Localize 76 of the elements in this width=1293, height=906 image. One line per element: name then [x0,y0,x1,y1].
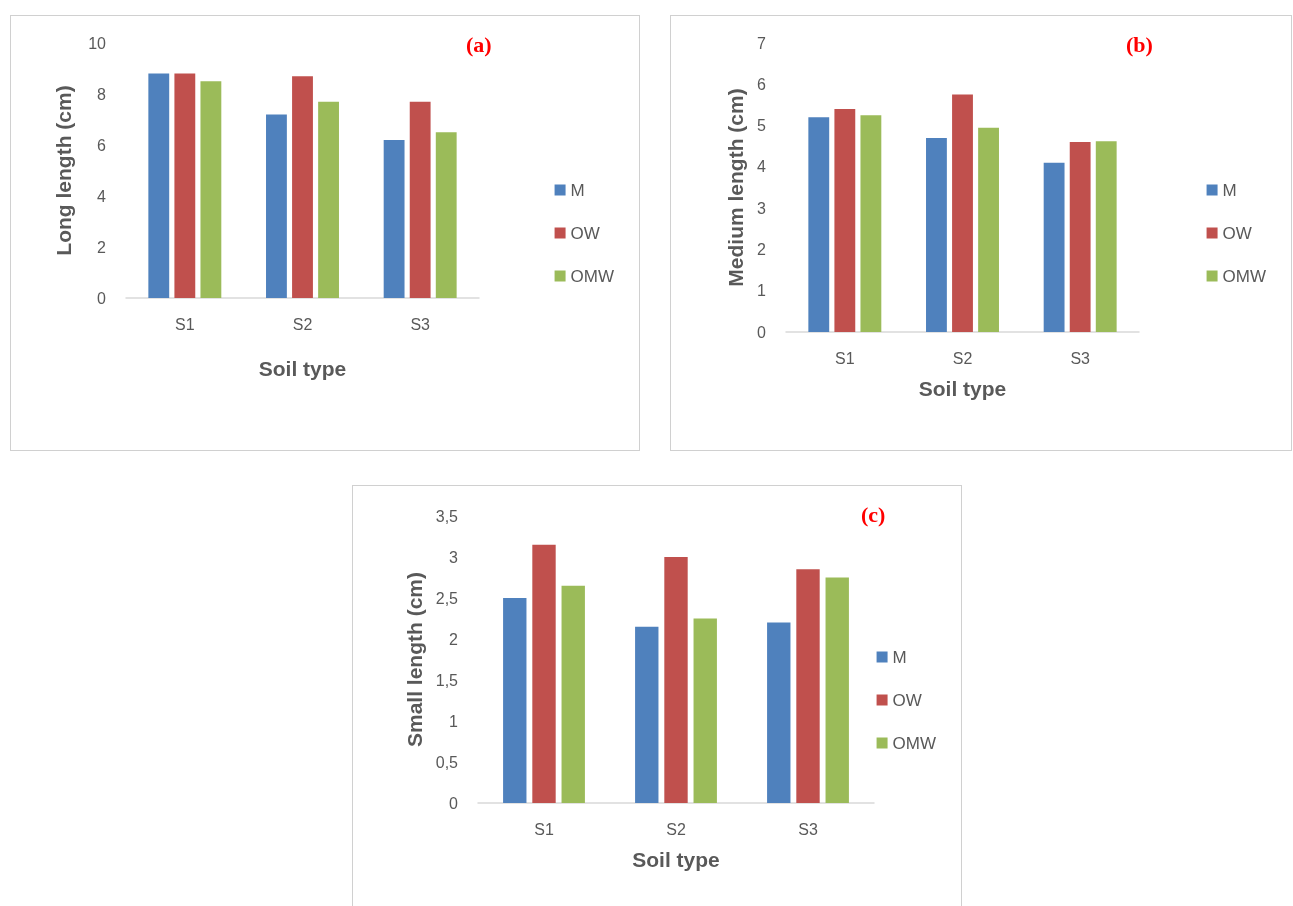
x-axis-title: Soil type [632,848,720,871]
chart-title: (a) [466,31,492,57]
bar [318,101,339,298]
x-tick-label: S1 [835,349,855,367]
legend-label: M [570,180,585,200]
x-tick-label: S2 [666,820,686,838]
y-tick-label: 0,5 [435,753,459,771]
x-tick-label: S3 [1070,349,1091,367]
y-tick-label: 3,5 [435,507,459,525]
y-tick-label: 0 [97,289,107,307]
x-tick-label: S1 [175,315,195,333]
bar [148,73,170,298]
x-tick-label: S2 [952,349,973,367]
y-tick-label: 3 [757,199,767,217]
bar [409,101,431,298]
y-tick-label: 2 [449,630,459,648]
bar [292,76,313,298]
legend-label: OMW [892,733,937,753]
bar [693,618,717,803]
bar [926,137,947,332]
y-tick-label: 4 [97,187,107,205]
bar [532,544,556,803]
y-axis-title: Small length (cm) [402,571,426,748]
chart-title: (c) [861,501,886,527]
bar [664,557,688,803]
y-tick-label: 0 [449,794,459,812]
x-axis-title: Soil type [258,357,347,380]
y-tick-label: 10 [88,34,107,52]
bar [1069,142,1091,332]
y-tick-label: 1 [449,712,459,730]
y-tick-label: 6 [757,75,767,93]
x-tick-label: S3 [410,315,431,333]
y-tick-label: 2 [757,240,767,258]
bar [266,114,287,298]
legend-label: OW [892,690,922,710]
bar [834,109,856,332]
y-tick-label: 5 [757,117,767,135]
bar [174,73,196,298]
bar [200,81,222,298]
bar [1095,141,1117,332]
y-tick-label: 6 [97,136,107,154]
bar [952,94,973,332]
y-tick-label: 8 [97,85,107,103]
legend-label: OMW [570,266,615,286]
x-tick-label: S1 [534,820,554,838]
bar [435,132,457,298]
x-tick-label: S2 [292,315,313,333]
y-axis-title: Medium length (cm) [724,88,748,287]
bar [383,139,405,298]
y-tick-label: 7 [757,34,767,52]
bar [808,117,830,332]
y-tick-label: 2 [97,238,107,256]
bar [561,585,585,803]
bar [796,569,820,803]
bar [825,577,849,803]
legend-label: M [1222,180,1237,200]
bar [978,127,999,332]
y-tick-label: 3 [449,548,459,566]
legend-label: OMW [1222,266,1267,286]
y-tick-label: 1,5 [435,671,459,689]
legend-label: OW [570,223,600,243]
y-tick-label: 1 [757,282,767,300]
chart-title: (b) [1126,31,1153,57]
y-tick-label: 2,5 [435,589,459,607]
y-tick-label: 0 [757,323,767,341]
bar [1043,162,1065,332]
legend-label: OW [1222,223,1252,243]
bar [503,598,527,803]
bar [767,622,791,803]
x-axis-title: Soil type [918,377,1007,400]
x-tick-label: S3 [798,820,818,838]
legend-label: M [892,647,907,667]
bar [860,115,882,332]
y-tick-label: 4 [757,158,767,176]
bar [635,626,659,803]
y-axis-title: Long length (cm) [52,85,75,256]
